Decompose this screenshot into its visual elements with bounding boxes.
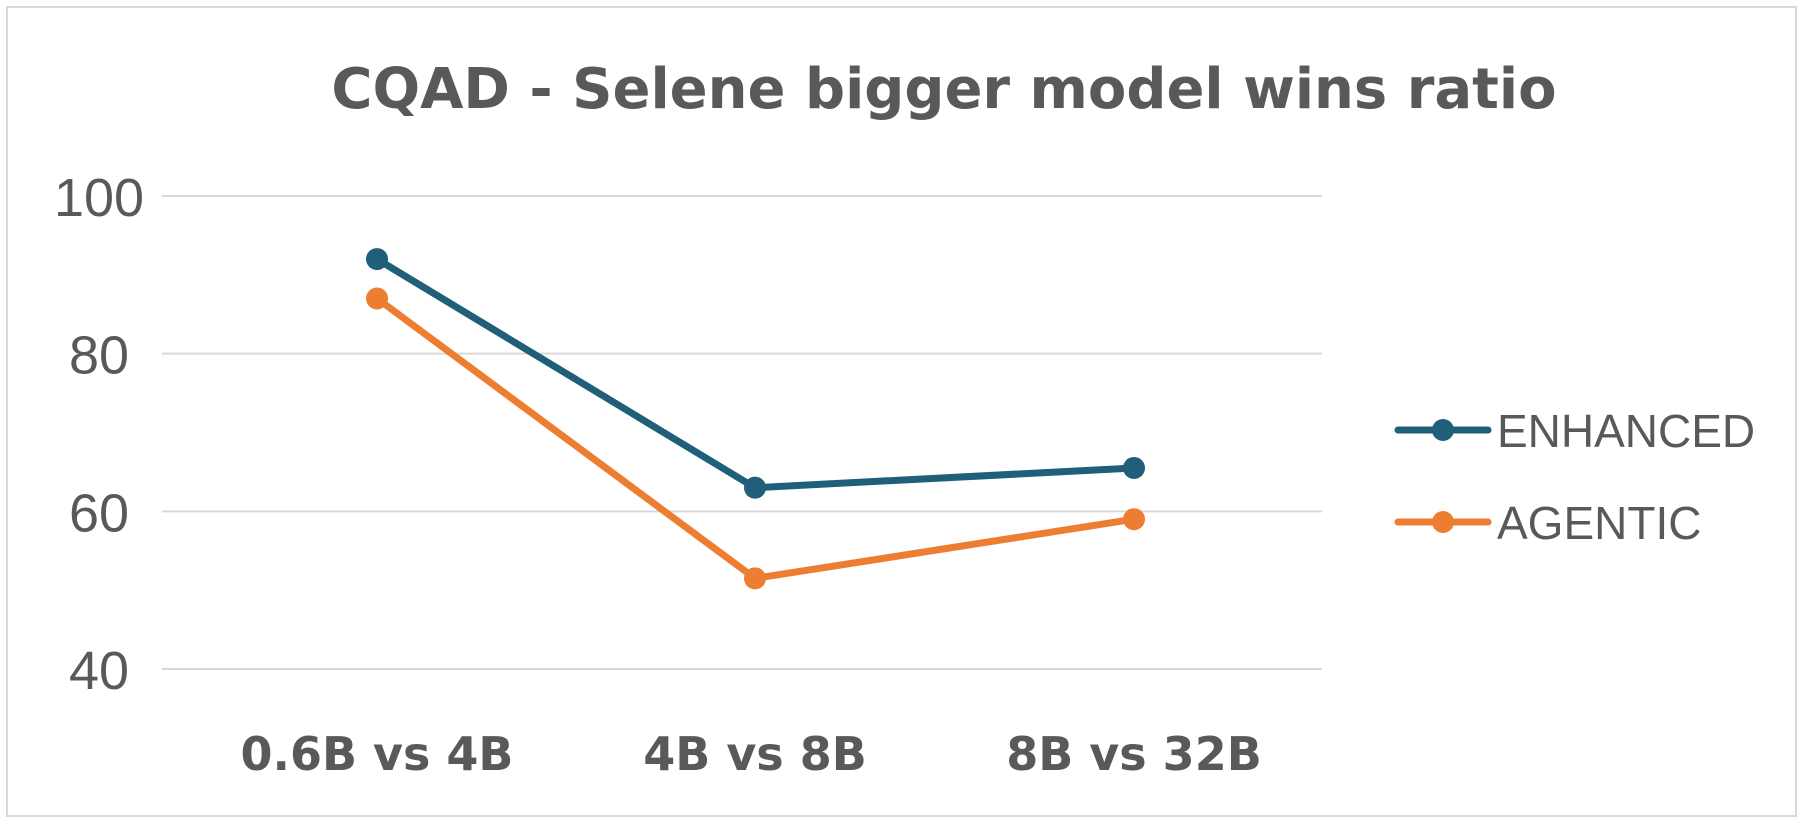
y-axis-ticks: 40 60 80 100 <box>54 168 144 701</box>
chart-title: CQAD - Selene bigger model wins ratio <box>331 57 1556 122</box>
legend-item: ENHANCED <box>1394 405 1755 457</box>
legend-label: AGENTIC <box>1497 497 1701 549</box>
x-tick-label: 8B vs 32B <box>1006 727 1262 781</box>
y-tick-label: 40 <box>69 641 129 701</box>
data-point <box>744 567 766 590</box>
legend-marker <box>1432 511 1454 533</box>
series-agentic <box>366 287 1145 590</box>
series-group <box>366 248 1145 590</box>
legend-marker <box>1432 419 1454 441</box>
series-line <box>373 294 1138 582</box>
data-point <box>744 476 766 499</box>
data-point <box>366 287 388 310</box>
legend-label: ENHANCED <box>1497 405 1755 457</box>
legend: ENHANCED AGENTIC <box>1394 405 1755 549</box>
y-tick-label: 100 <box>54 168 144 228</box>
x-axis-ticks: 0.6B vs 4B 4B vs 8B 8B vs 32B <box>240 727 1261 781</box>
gridlines <box>162 195 1322 670</box>
x-tick-label: 4B vs 8B <box>643 727 867 781</box>
legend-item: AGENTIC <box>1394 497 1701 549</box>
series-line <box>373 255 1138 492</box>
x-tick-label: 0.6B vs 4B <box>240 727 513 781</box>
series-enhanced <box>366 248 1145 499</box>
y-tick-label: 60 <box>69 483 129 543</box>
chart-frame <box>6 6 1797 817</box>
y-tick-label: 80 <box>69 326 129 386</box>
data-point <box>1123 456 1145 479</box>
data-point <box>1123 508 1145 531</box>
data-point <box>366 248 388 271</box>
